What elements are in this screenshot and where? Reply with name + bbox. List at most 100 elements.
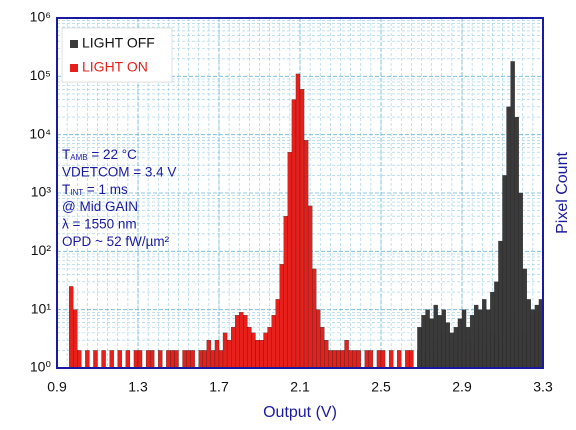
bar bbox=[190, 350, 195, 369]
bar bbox=[352, 350, 357, 369]
bar bbox=[530, 309, 536, 369]
y-tick-label: 10³ bbox=[31, 184, 52, 200]
bar bbox=[206, 340, 212, 369]
bar bbox=[287, 152, 293, 369]
bar bbox=[145, 350, 151, 369]
y-axis-label: Pixel Count bbox=[554, 152, 571, 234]
bar bbox=[332, 350, 337, 369]
x-tick-label: 0.9 bbox=[47, 379, 67, 395]
bar bbox=[502, 175, 507, 369]
bar bbox=[77, 350, 82, 369]
bar bbox=[73, 309, 78, 369]
bar bbox=[149, 350, 155, 369]
bar bbox=[226, 340, 232, 369]
bar bbox=[307, 205, 313, 369]
bar bbox=[457, 318, 463, 369]
bar bbox=[469, 315, 475, 369]
bar bbox=[478, 309, 483, 369]
bar bbox=[267, 327, 272, 369]
bar bbox=[214, 340, 220, 369]
bar bbox=[186, 350, 191, 369]
bar bbox=[174, 350, 179, 369]
bar bbox=[230, 327, 236, 369]
legend: LIGHT OFF LIGHT ON bbox=[61, 27, 173, 83]
bar bbox=[239, 312, 244, 369]
bar bbox=[510, 61, 515, 369]
legend-label: LIGHT ON bbox=[82, 59, 148, 75]
y-tick-label: 10¹ bbox=[31, 300, 52, 316]
bar bbox=[247, 327, 252, 369]
bar bbox=[93, 350, 98, 369]
x-tick-label: 2.1 bbox=[290, 379, 310, 395]
bar bbox=[218, 350, 224, 369]
bar bbox=[251, 332, 256, 369]
bar bbox=[409, 350, 414, 369]
annotation-part: INT bbox=[70, 188, 83, 197]
bar bbox=[283, 216, 288, 369]
bar bbox=[299, 89, 305, 369]
bar bbox=[429, 318, 434, 369]
bar bbox=[291, 99, 297, 369]
bar bbox=[380, 350, 386, 369]
bar bbox=[449, 332, 455, 369]
bar bbox=[279, 264, 284, 369]
bar bbox=[255, 340, 260, 369]
bar bbox=[170, 350, 175, 369]
bar bbox=[506, 106, 511, 369]
bar bbox=[198, 350, 203, 369]
annotation-part: = 22 °C bbox=[88, 147, 138, 162]
bar bbox=[158, 350, 163, 369]
annotation-part: OPD ~ 52 fW/µm² bbox=[62, 234, 170, 249]
bar bbox=[441, 309, 446, 369]
y-tick-label: 10⁰ bbox=[30, 359, 52, 375]
x-tick-label: 3.3 bbox=[533, 379, 553, 395]
x-axis-label: Output (V) bbox=[263, 404, 337, 421]
bar bbox=[473, 304, 479, 369]
bar bbox=[235, 315, 240, 369]
annotation: VDETCOM = 3.4 V bbox=[62, 164, 176, 179]
bar bbox=[518, 192, 523, 369]
bar bbox=[425, 309, 430, 369]
x-tick-label: 2.5 bbox=[371, 379, 391, 395]
bar bbox=[275, 299, 280, 369]
bar bbox=[137, 350, 143, 369]
annotation: λ = 1550 nm bbox=[62, 216, 137, 231]
y-tick-label: 10⁵ bbox=[30, 67, 51, 83]
bar bbox=[482, 299, 487, 369]
bar bbox=[328, 350, 333, 369]
legend-swatch bbox=[70, 40, 78, 48]
bar bbox=[85, 350, 90, 369]
bar bbox=[202, 350, 208, 369]
bar bbox=[320, 327, 325, 369]
bar bbox=[526, 299, 531, 369]
bar bbox=[437, 315, 442, 369]
annotation-part: @ Mid GAIN bbox=[62, 199, 138, 214]
legend-swatch bbox=[70, 64, 78, 72]
bar bbox=[101, 350, 106, 369]
bar bbox=[453, 327, 459, 369]
x-tick-label: 1.3 bbox=[128, 379, 148, 395]
bar bbox=[465, 327, 471, 369]
bar bbox=[109, 350, 114, 369]
legend-label: LIGHT OFF bbox=[82, 35, 155, 51]
series bbox=[417, 61, 544, 369]
bar bbox=[356, 350, 361, 369]
annotation-part: = 1 ms bbox=[83, 181, 128, 196]
bar bbox=[210, 350, 216, 369]
annotation: OPD ~ 52 fW/µm² bbox=[62, 234, 170, 249]
bar bbox=[522, 268, 527, 369]
bar bbox=[263, 332, 268, 369]
bar bbox=[433, 304, 438, 369]
annotation-part: T bbox=[62, 147, 70, 162]
y-tick-label: 10² bbox=[31, 242, 52, 258]
bar bbox=[388, 350, 394, 369]
bar bbox=[348, 350, 353, 369]
bar bbox=[534, 304, 540, 369]
bar bbox=[259, 340, 264, 369]
bar bbox=[295, 73, 301, 369]
annotation: @ Mid GAIN bbox=[62, 199, 138, 214]
legend-box bbox=[61, 27, 173, 83]
bar bbox=[166, 350, 171, 369]
